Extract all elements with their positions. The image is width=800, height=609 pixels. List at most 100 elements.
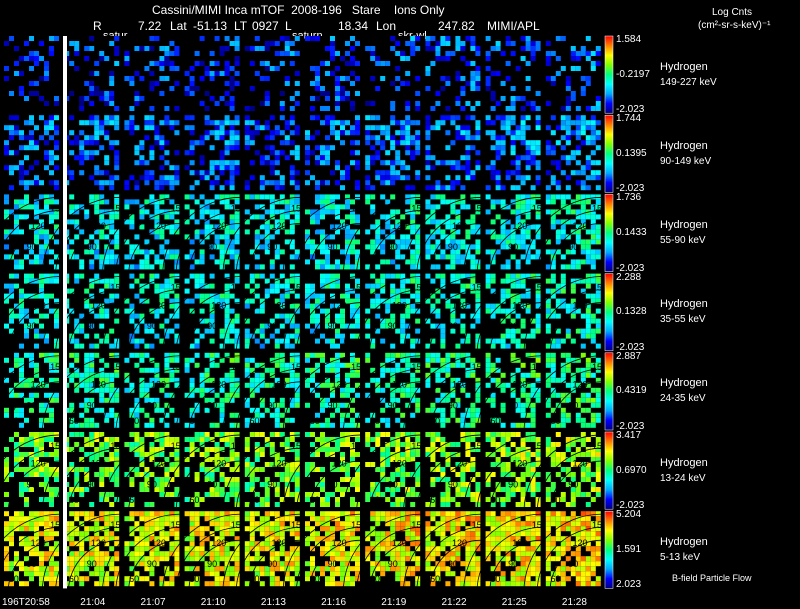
pixel	[219, 160, 225, 166]
pixel	[44, 150, 49, 156]
pixel	[365, 497, 371, 502]
pixel	[425, 46, 431, 51]
pixel	[400, 442, 406, 447]
pixel	[350, 323, 355, 329]
pixel	[320, 234, 325, 240]
pixel	[269, 482, 275, 487]
pixel	[264, 66, 270, 71]
pixel	[129, 175, 135, 181]
pixel	[335, 497, 340, 502]
pixel	[199, 140, 205, 146]
pixel	[259, 224, 265, 230]
pixel	[54, 214, 59, 220]
pixel	[345, 283, 350, 289]
pixel	[129, 303, 135, 309]
pixel	[294, 130, 300, 136]
pixel	[124, 199, 130, 205]
pixel	[305, 382, 310, 388]
pixel	[475, 204, 481, 210]
pixel	[405, 130, 411, 136]
pixel	[305, 229, 310, 235]
pixel	[315, 392, 320, 398]
pixel	[525, 352, 531, 358]
pixel	[320, 239, 325, 245]
pixel	[500, 372, 506, 378]
pixel	[580, 86, 586, 91]
pixel	[209, 61, 215, 66]
pixel	[224, 318, 230, 324]
pixel	[525, 145, 531, 151]
pixel	[74, 219, 80, 225]
pixel	[274, 377, 280, 383]
pixel	[395, 367, 401, 373]
pixel	[555, 71, 561, 76]
pixel	[580, 170, 586, 176]
pixel	[114, 372, 120, 378]
pixel	[315, 219, 320, 225]
pixel	[114, 457, 120, 462]
contour-label: 150	[171, 362, 186, 372]
pixel	[124, 502, 130, 507]
pixel	[495, 155, 501, 161]
pixel	[204, 224, 210, 230]
pixel	[214, 487, 220, 492]
pixel	[19, 130, 24, 136]
pixel	[490, 442, 496, 447]
units-label: Log Cnts	[712, 7, 753, 18]
pixel	[154, 487, 160, 492]
pixel	[535, 120, 541, 126]
pixel	[320, 283, 325, 289]
pixel	[375, 467, 381, 472]
pixel	[74, 487, 80, 492]
pixel	[224, 66, 230, 71]
pixel	[530, 106, 536, 111]
pixel	[4, 165, 9, 171]
pixel	[450, 219, 456, 225]
pixel	[54, 140, 59, 146]
pixel	[4, 199, 9, 205]
pixel	[345, 432, 350, 437]
pixel	[149, 175, 155, 181]
pixel	[475, 135, 481, 141]
pixel	[520, 477, 526, 482]
pixel	[229, 387, 235, 393]
pixel	[555, 209, 561, 215]
pixel	[189, 377, 195, 383]
pixel	[164, 377, 170, 383]
pixel	[9, 308, 14, 314]
pixel	[315, 437, 320, 442]
pixel	[595, 367, 601, 373]
pixel	[345, 442, 350, 447]
pixel	[74, 318, 80, 324]
pixel	[370, 185, 376, 191]
pixel	[214, 194, 220, 200]
pixel	[199, 229, 205, 235]
pixel	[19, 288, 24, 294]
pixel	[395, 452, 401, 457]
pixel	[505, 452, 511, 457]
contour-label: 150	[472, 283, 487, 293]
pixel	[535, 303, 541, 309]
pixel	[505, 313, 511, 319]
pixel	[380, 467, 386, 472]
pixel	[209, 447, 215, 452]
pixel	[395, 328, 401, 334]
pixel	[109, 91, 115, 96]
pixel	[375, 170, 381, 176]
pixel	[154, 313, 160, 319]
pixel	[475, 397, 481, 403]
pixel	[224, 81, 230, 86]
pixel	[134, 91, 140, 96]
pixel	[124, 254, 130, 260]
pixel	[49, 214, 54, 220]
pixel	[129, 249, 135, 255]
pixel	[69, 239, 75, 245]
pixel	[520, 283, 526, 289]
pixel	[460, 130, 466, 136]
field-contour	[403, 276, 482, 355]
pixel	[14, 412, 19, 418]
pixel	[405, 352, 411, 358]
pixel	[465, 249, 471, 255]
pixel	[530, 273, 536, 279]
contour-label: 150	[291, 203, 306, 213]
